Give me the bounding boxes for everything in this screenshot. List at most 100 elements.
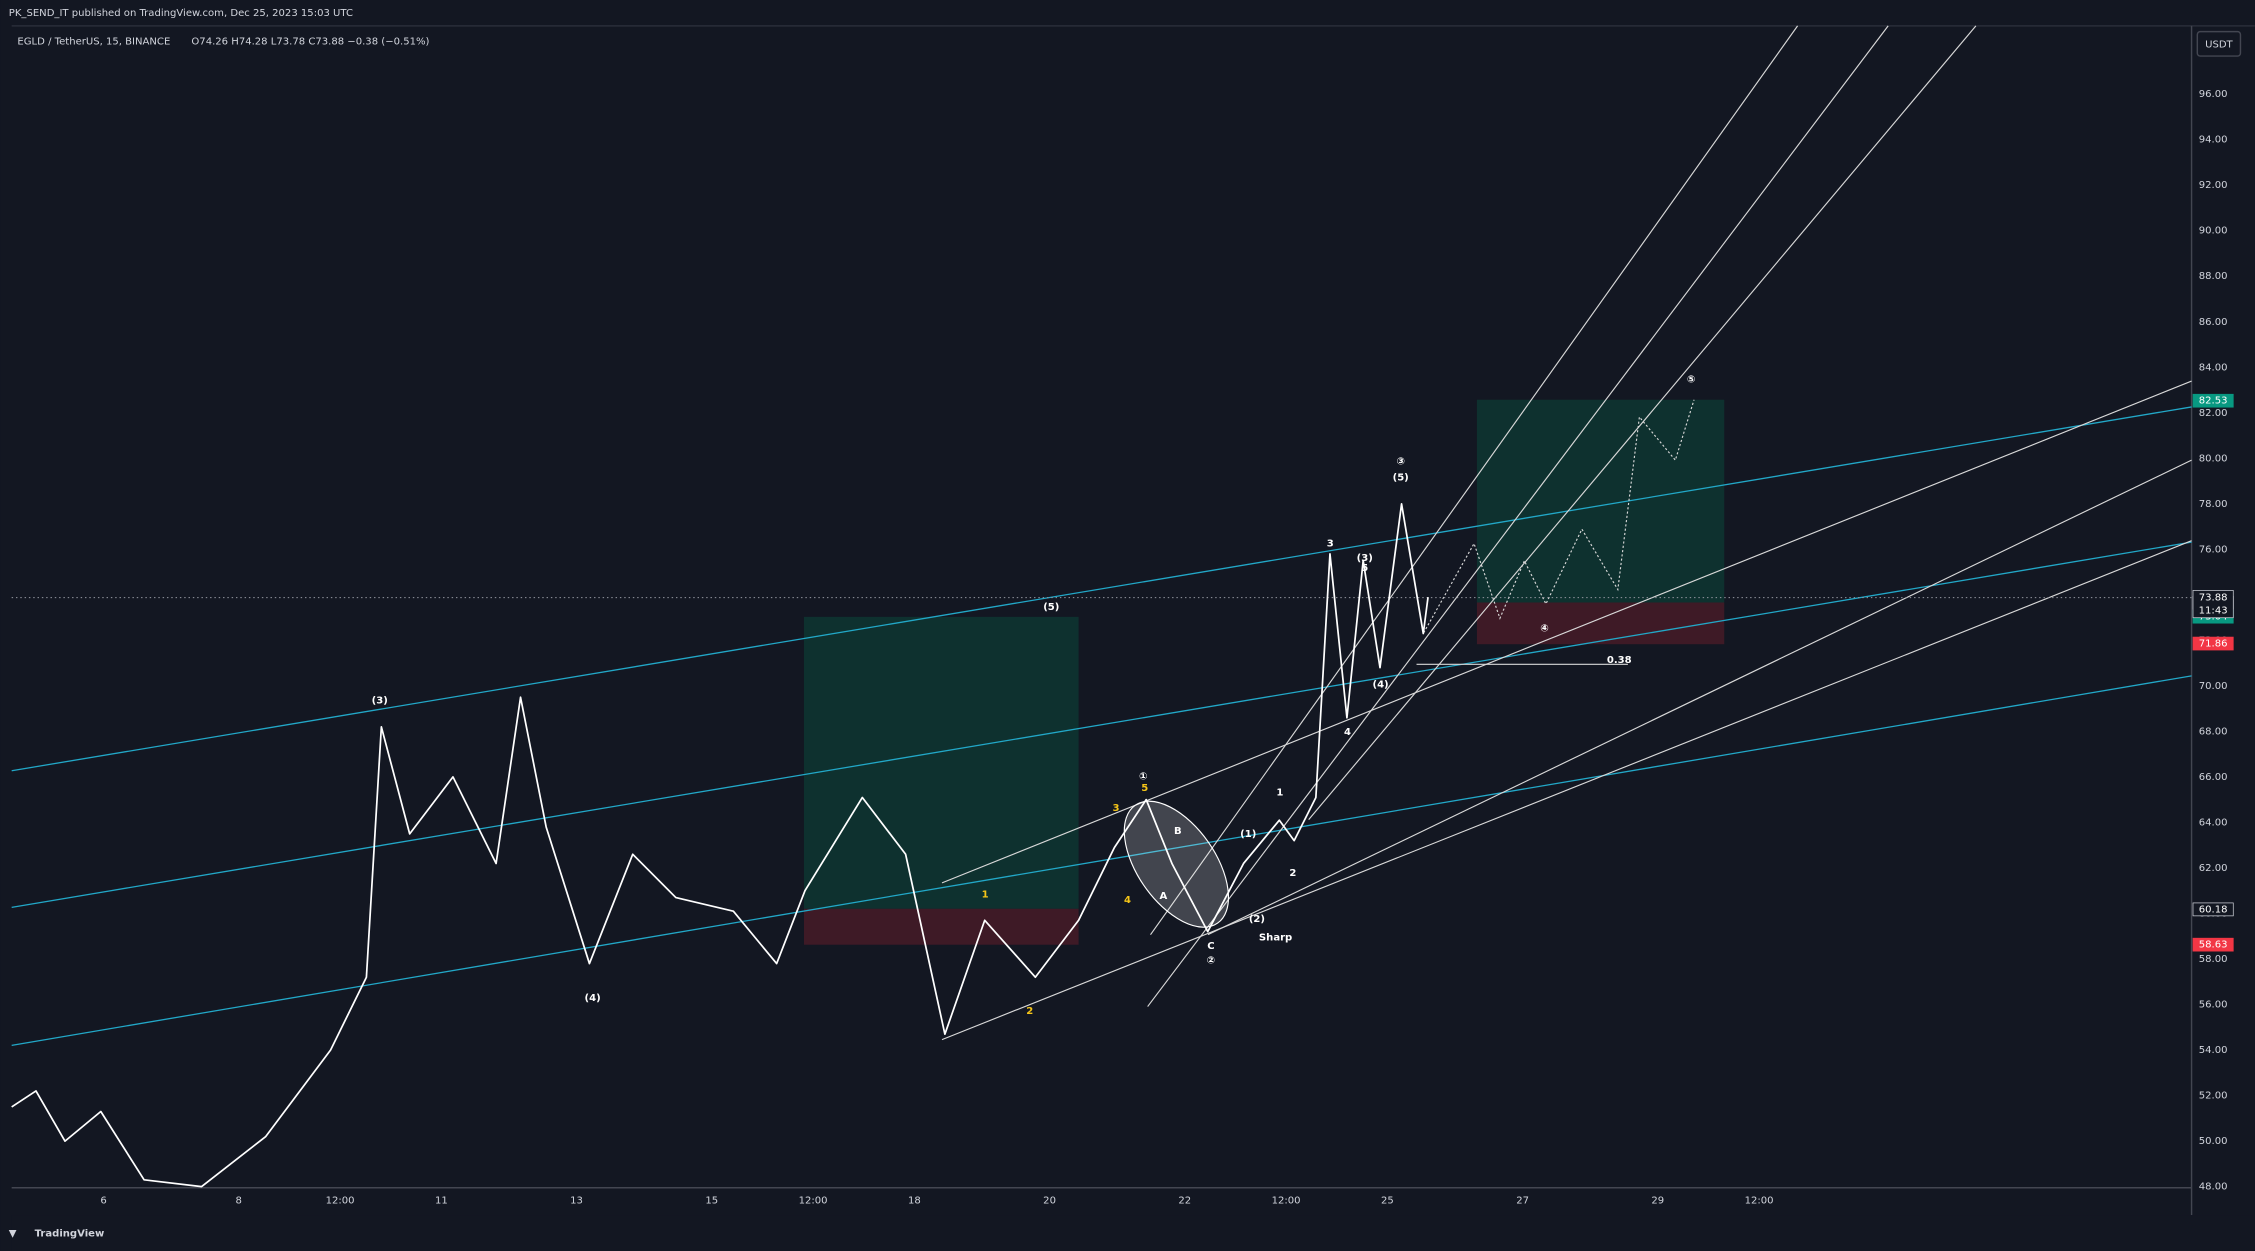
stop-zone xyxy=(803,908,1079,945)
wave-label: 1 xyxy=(1276,787,1283,798)
white-lines xyxy=(941,25,2192,1041)
brand: TradingView xyxy=(35,1229,105,1240)
countdown: 11:43 xyxy=(2199,606,2228,617)
y-tick-label: 50.00 xyxy=(2199,1136,2228,1147)
profit-zone xyxy=(803,616,1079,909)
y-tick-label: 52.00 xyxy=(2199,1091,2228,1102)
wave-label: 0.38 xyxy=(1607,655,1632,666)
wave-label: 3 xyxy=(1112,803,1119,814)
wave-label: C xyxy=(1207,941,1214,952)
trend-line xyxy=(11,675,2192,1047)
y-tick-label: 92.00 xyxy=(2199,180,2228,191)
price-tag-label: 58.63 xyxy=(2199,940,2228,951)
trend-line xyxy=(11,406,2192,772)
x-tick-label: 8 xyxy=(236,1196,242,1207)
price-tag-label: 60.18 xyxy=(2199,904,2228,915)
wave-label: Sharp xyxy=(1259,933,1292,944)
x-tick-label: 12:00 xyxy=(326,1196,355,1207)
x-tick-label: 13 xyxy=(570,1196,583,1207)
x-tick-label: 11 xyxy=(435,1196,448,1207)
wave-label: 4 xyxy=(1124,895,1131,906)
trend-line xyxy=(941,540,2192,1041)
x-tick-label: 12:00 xyxy=(1745,1196,1774,1207)
y-tick-label: 48.00 xyxy=(2199,1182,2228,1193)
y-tick-label: 78.00 xyxy=(2199,499,2228,510)
x-tick-label: 18 xyxy=(908,1196,921,1207)
trend-line xyxy=(1150,25,1799,935)
price-tag-label: 71.86 xyxy=(2199,639,2228,650)
x-tick-label: 25 xyxy=(1381,1196,1394,1207)
y-tick-label: 54.00 xyxy=(2199,1045,2228,1056)
y-tick-label: 62.00 xyxy=(2199,863,2228,874)
x-tick-label: 22 xyxy=(1178,1196,1191,1207)
wave-label: 4 xyxy=(1344,727,1351,738)
wave-label: 5 xyxy=(1361,563,1368,574)
x-tick-label: 6 xyxy=(100,1196,106,1207)
wave-label: (2) xyxy=(1249,914,1265,925)
last-price-tag xyxy=(2192,590,2234,619)
x-tick-label: 20 xyxy=(1043,1196,1056,1207)
price-line xyxy=(11,502,1429,1188)
profit-zone xyxy=(1476,399,1725,603)
y-tick-label: 88.00 xyxy=(2199,271,2228,282)
currency[interactable]: USDT xyxy=(2205,40,2233,51)
y-tick-label: 64.00 xyxy=(2199,817,2228,828)
wave-label: A xyxy=(1160,891,1168,902)
wave-label: (4) xyxy=(1372,679,1388,690)
wave-label: (3) xyxy=(1357,553,1373,564)
y-tick-label: 82.00 xyxy=(2199,408,2228,419)
price-tag xyxy=(2192,937,2234,952)
wave-label: ④ xyxy=(1540,623,1549,634)
price-tag xyxy=(2192,636,2234,651)
y-tick-label: 70.00 xyxy=(2199,681,2228,692)
brand-logo: ▼ xyxy=(9,1229,17,1240)
trend-line xyxy=(1207,459,2192,936)
y-tick-label: 66.00 xyxy=(2199,772,2228,783)
y-tick-label: 58.00 xyxy=(2199,954,2228,965)
wave-label: (5) xyxy=(1393,472,1409,483)
y-tick-label: 80.00 xyxy=(2199,453,2228,464)
wave-label: 3 xyxy=(1327,539,1334,550)
x-tick-label: 27 xyxy=(1516,1196,1529,1207)
ohlc: O74.26 H74.28 L73.78 C73.88 −0.38 (−0.51… xyxy=(191,37,429,48)
wave-label: 2 xyxy=(1026,1006,1033,1017)
wave-label: (1) xyxy=(1240,829,1256,840)
y-tick-label: 86.00 xyxy=(2199,317,2228,328)
x-tick-label: 15 xyxy=(705,1196,718,1207)
wave-label: ② xyxy=(1207,956,1216,967)
price-tag-label: 82.53 xyxy=(2199,396,2228,407)
symbol: EGLD / TetherUS, 15, BINANCE xyxy=(17,37,170,48)
y-tick-label: 94.00 xyxy=(2199,135,2228,146)
wave-label: ⑤ xyxy=(1687,375,1696,386)
y-tick-label: 96.00 xyxy=(2199,89,2228,100)
trend-line xyxy=(1147,25,1889,1007)
wave-label: 1 xyxy=(982,889,989,900)
trend-line xyxy=(1308,25,1977,820)
y-tick-label: 68.00 xyxy=(2199,726,2228,737)
wave-label: (3) xyxy=(372,695,388,706)
wave-label: (5) xyxy=(1043,602,1059,613)
y-tick-label: 84.00 xyxy=(2199,362,2228,373)
currency-button[interactable] xyxy=(2196,30,2242,57)
wave-label: (4) xyxy=(584,993,600,1004)
projection-path xyxy=(1423,399,1695,633)
y-tick-label: 56.00 xyxy=(2199,1000,2228,1011)
last-price-label: 73.88 xyxy=(2199,593,2228,604)
y-tick-label: 76.00 xyxy=(2199,544,2228,555)
footer xyxy=(11,1215,2255,1251)
publisher: PK_SEND_IT published on TradingView.com,… xyxy=(9,8,353,19)
wave-label: 5 xyxy=(1141,783,1148,794)
x-tick-label: 12:00 xyxy=(799,1196,828,1207)
wave-label: 2 xyxy=(1289,868,1296,879)
trend-line xyxy=(941,380,2192,884)
price-tag xyxy=(2192,902,2234,917)
wave-label: ③ xyxy=(1396,457,1405,468)
wave-label: B xyxy=(1174,826,1182,837)
price-tag xyxy=(2192,393,2234,408)
x-tick-label: 12:00 xyxy=(1272,1196,1301,1207)
y-tick-label: 90.00 xyxy=(2199,226,2228,237)
stop-zone xyxy=(1476,602,1725,645)
wave-label: ① xyxy=(1139,771,1148,782)
